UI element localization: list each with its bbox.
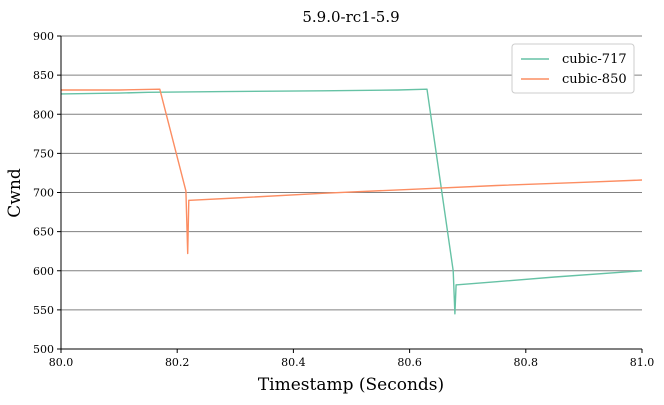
ticks: 500 550 600 650 700 750 800 850 900 80.0 80.2 80.4 8… [33,30,654,369]
y-tick-label: 750 [33,147,54,160]
x-axis-title: Timestamp (Seconds) [258,375,444,395]
legend-label-cubic-717: cubic-717 [562,52,627,67]
gridlines [61,35,642,311]
series-layer [60,88,643,315]
y-tick-label: 550 [33,304,54,317]
chart-title: 5.9.0-rc1-5.9 [302,8,399,26]
y-tick-label: 600 [33,265,54,278]
series-line-cubic-850 [61,88,643,255]
y-tick-label: 650 [33,226,54,239]
legend: cubic-717 cubic-850 [511,43,635,94]
y-axis-title: Cwnd [5,168,25,218]
y-tick-label: 850 [33,69,54,82]
x-tick-label: 80.6 [397,356,422,369]
y-tick-label: 800 [33,108,54,121]
x-tick-label: 80.8 [514,356,539,369]
legend-label-cubic-850: cubic-850 [562,72,627,87]
x-tick-label: 80.2 [165,356,190,369]
series-line-cubic-717 [60,88,643,315]
legend-box [511,43,635,94]
x-tick-label: 81.0 [630,356,655,369]
x-tick-label: 80.0 [49,356,74,369]
x-tick-label: 80.4 [281,356,306,369]
y-tick-label: 500 [33,343,54,356]
y-tick-label: 900 [33,30,54,43]
y-tick-label: 700 [33,187,54,200]
